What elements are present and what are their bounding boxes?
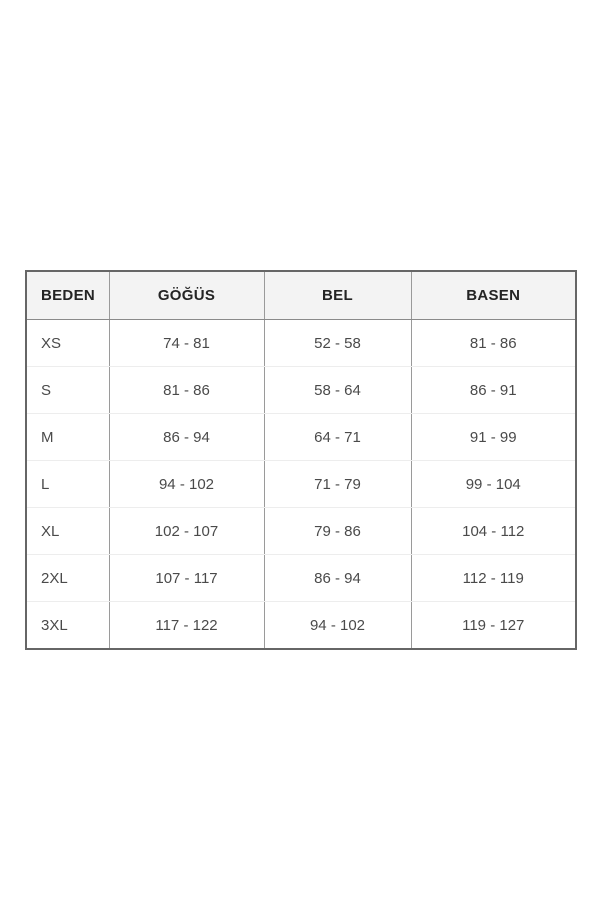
size-label: S [26,366,110,414]
header-bel: BEL [264,271,412,320]
hip-range: 86 - 91 [411,366,576,414]
chest-range: 86 - 94 [109,413,265,461]
waist-range: 94 - 102 [264,601,412,649]
chest-range: 94 - 102 [109,460,265,508]
hip-range: 119 - 127 [462,616,525,634]
size-chart-table: BEDEN GÖĞÜS BEL BASEN XS 74 - 81 52 - 58… [25,270,577,650]
size-label: 2XL [26,554,110,602]
waist-range: 71 - 79 [264,460,412,508]
table-row-3xl: 3XL 117 - 122 94 - 102 119 - 127 [26,601,576,649]
waist-range: 58 - 64 [264,366,412,414]
chest-range: 117 - 122 [109,601,265,649]
chest-range: 74 - 81 [109,319,265,367]
table-row-xl: XL 102 - 107 79 - 86 104 - 112 [26,507,576,555]
hip-range: 112 - 119 [411,554,576,602]
size-label: XL [26,507,110,555]
chest-range: 107 - 117 [109,554,265,602]
size-label: 3XL [26,601,110,649]
chest-range: 81 - 86 [109,366,265,414]
waist-range: 52 - 58 [264,319,412,367]
header-gogus: GÖĞÜS [109,271,265,320]
table-row-2xl: 2XL 107 - 117 86 - 94 112 - 119 [26,554,576,602]
header-basen: BASEN [411,271,576,320]
header-beden: BEDEN [26,271,110,320]
table-row-xs: XS 74 - 81 52 - 58 81 - 86 [26,319,576,367]
waist-range: 86 - 94 [264,554,412,602]
hip-range: 99 - 104 [411,460,576,508]
waist-range: 64 - 71 [264,413,412,461]
table-row-l: L 94 - 102 71 - 79 99 - 104 [26,460,576,508]
hip-range: 81 - 86 [411,319,576,367]
size-label: M [26,413,110,461]
table-row-m: M 86 - 94 64 - 71 91 - 99 [26,413,576,461]
hip-range: 104 - 112 [411,507,576,555]
hip-range: 91 - 99 [411,413,576,461]
waist-range: 79 - 86 [264,507,412,555]
size-label: XS [26,319,110,367]
table-row-s: S 81 - 86 58 - 64 86 - 91 [26,366,576,414]
chest-range: 102 - 107 [109,507,265,555]
header-row: BEDEN GÖĞÜS BEL BASEN [26,271,576,320]
size-label: L [26,460,110,508]
